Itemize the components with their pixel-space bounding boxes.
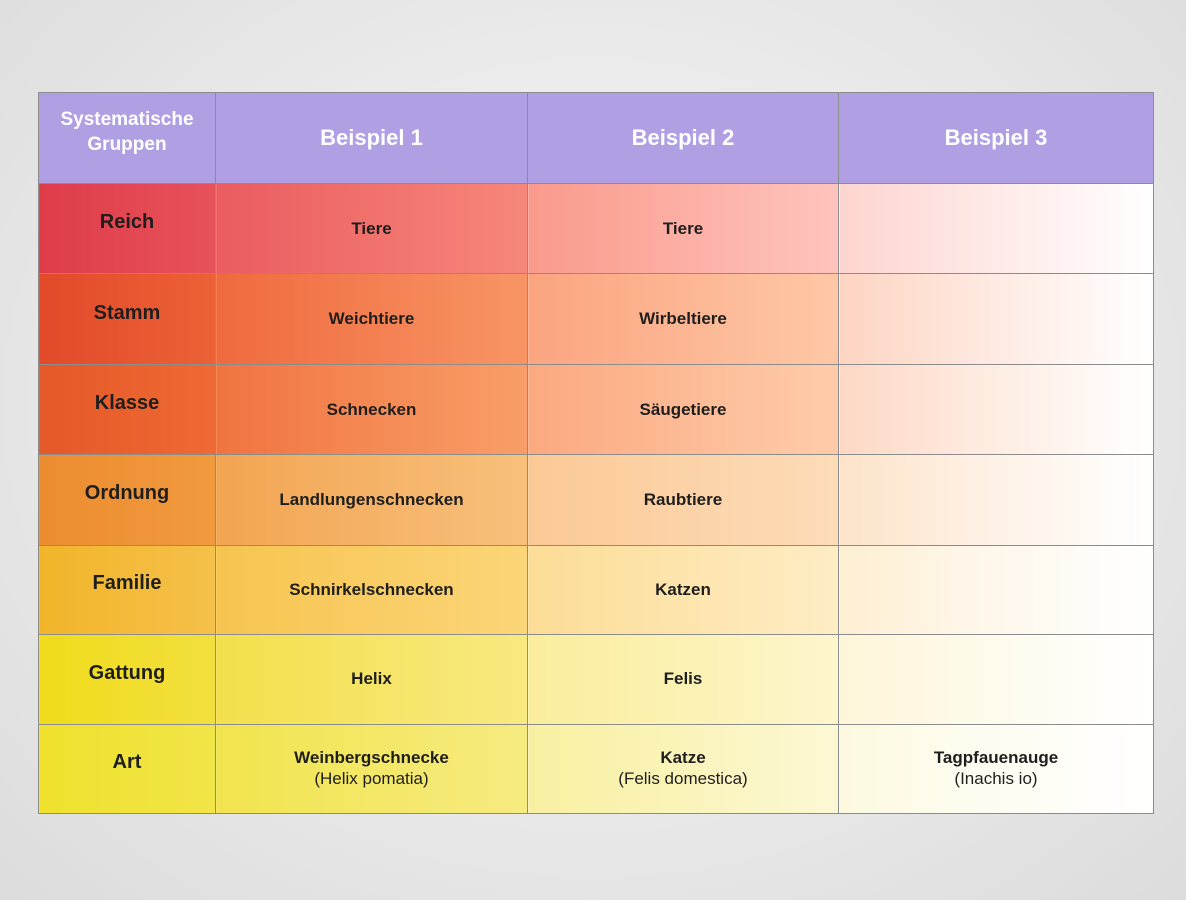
example-1-cell: Schnirkelschnecken xyxy=(215,544,528,636)
example-2-cell: Katze (Felis domestica) xyxy=(527,723,839,815)
table-header: Systematische Gruppen Beispiel 1 Beispie… xyxy=(38,92,1154,184)
table-row-gattung: Gattung Helix Felis xyxy=(38,634,1154,725)
table-row-stamm: Stamm Weichtiere Wirbeltiere xyxy=(38,273,1154,365)
example-1-cell: Helix xyxy=(215,634,528,725)
scientific-name: (Felis domestica) xyxy=(618,769,748,789)
group-cell-reich: Reich xyxy=(38,182,216,275)
example-2-cell: Säugetiere xyxy=(527,363,839,456)
table-body: Reich Tiere Tiere Stamm Weichtiere Wirbe… xyxy=(38,182,1154,815)
example-1-cell: Schnecken xyxy=(215,363,528,456)
example-1-cell: Tiere xyxy=(215,182,528,275)
header-systematic-groups: Systematische Gruppen xyxy=(38,92,216,184)
group-label: Reich xyxy=(99,211,155,234)
group-label: Art xyxy=(112,751,142,774)
example-3-cell xyxy=(838,544,1154,636)
example-3-cell xyxy=(838,182,1154,275)
example-2-cell: Tiere xyxy=(527,182,839,275)
example-1-cell: Weichtiere xyxy=(215,273,528,365)
group-cell-ordnung: Ordnung xyxy=(38,454,216,546)
group-cell-klasse: Klasse xyxy=(38,363,216,456)
scientific-name: (Inachis io) xyxy=(954,769,1038,789)
taxonomy-table-container: Systematische Gruppen Beispiel 1 Beispie… xyxy=(38,92,1154,815)
header-example-3: Beispiel 3 xyxy=(838,92,1154,184)
example-2-cell: Raubtiere xyxy=(527,454,839,546)
common-name: Tagpfauenauge xyxy=(933,748,1059,768)
group-label: Stamm xyxy=(93,301,161,324)
taxonomy-table: Systematische Gruppen Beispiel 1 Beispie… xyxy=(38,92,1154,815)
header-group-line1: Systematische xyxy=(60,109,194,130)
header-example-2: Beispiel 2 xyxy=(527,92,839,184)
group-label: Ordnung xyxy=(84,482,170,505)
table-row-ordnung: Ordnung Landlungenschnecken Raubtiere xyxy=(38,454,1154,546)
table-row-reich: Reich Tiere Tiere xyxy=(38,182,1154,275)
table-row-klasse: Klasse Schnecken Säugetiere xyxy=(38,363,1154,456)
example-3-cell xyxy=(838,454,1154,546)
common-name: Weinbergschnecke xyxy=(294,748,449,768)
example-1-cell: Weinbergschnecke (Helix pomatia) xyxy=(215,723,528,815)
header-example-1: Beispiel 1 xyxy=(215,92,528,184)
example-2-cell: Wirbeltiere xyxy=(527,273,839,365)
example-3-cell: Tagpfauenauge (Inachis io) xyxy=(838,723,1154,815)
group-label: Gattung xyxy=(88,661,166,684)
example-2-cell: Katzen xyxy=(527,544,839,636)
common-name: Katze xyxy=(660,748,706,768)
table-row-familie: Familie Schnirkelschnecken Katzen xyxy=(38,544,1154,636)
group-cell-stamm: Stamm xyxy=(38,273,216,365)
example-3-cell xyxy=(838,634,1154,725)
header-row: Systematische Gruppen Beispiel 1 Beispie… xyxy=(38,92,1154,184)
example-2-cell: Felis xyxy=(527,634,839,725)
group-label: Familie xyxy=(92,572,162,595)
group-cell-familie: Familie xyxy=(38,544,216,636)
scientific-name: (Helix pomatia) xyxy=(314,769,429,789)
example-3-cell xyxy=(838,273,1154,365)
group-cell-art: Art xyxy=(38,723,216,815)
example-1-cell: Landlungenschnecken xyxy=(215,454,528,546)
example-3-cell xyxy=(838,363,1154,456)
group-label: Klasse xyxy=(94,392,160,415)
table-row-art: Art Weinbergschnecke (Helix pomatia) Kat… xyxy=(38,723,1154,815)
group-cell-gattung: Gattung xyxy=(38,634,216,725)
header-group-line2: Gruppen xyxy=(87,134,167,155)
